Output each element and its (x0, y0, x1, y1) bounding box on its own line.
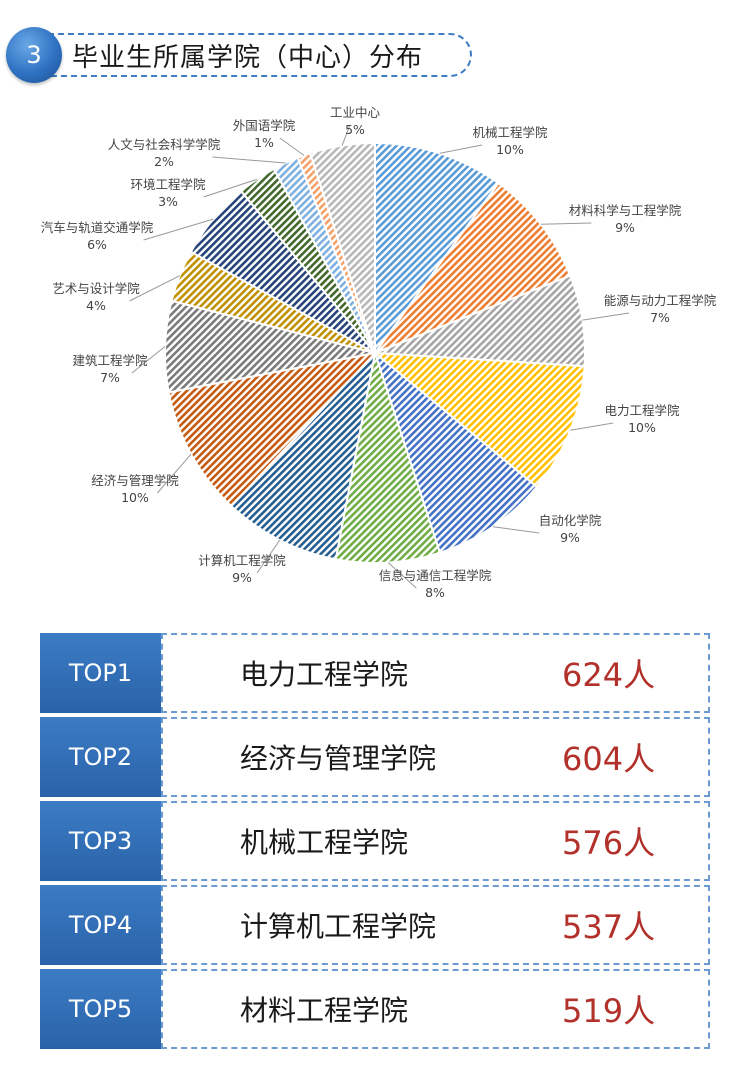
leader-line (582, 312, 630, 321)
slice-label: 机械工程学院 (472, 125, 548, 140)
pie-labels: 机械工程学院 10% 材料科学与工程学院 9% 能源与动力工程学院 7% 电力工程学院 10%… (41, 105, 717, 600)
slice-percent: 7% (650, 310, 670, 325)
slice-percent: 9% (615, 220, 635, 235)
ranking-row: TOP4 计算机工程学院 537人 (40, 885, 710, 965)
graduate-count: 624人 (562, 656, 656, 694)
ranking-row: TOP2 经济与管理学院 604人 (40, 717, 710, 797)
leader-line (279, 137, 305, 156)
rank-cell: 经济与管理学院 604人 (161, 717, 710, 797)
ranking-row: TOP3 机械工程学院 576人 (40, 801, 710, 881)
pie-leader-lines (129, 124, 630, 589)
graduate-count: 576人 (562, 824, 656, 862)
college-name: 计算机工程学院 (240, 910, 437, 943)
leader-line (439, 144, 483, 154)
slice-label: 汽车与轨道交通学院 (41, 220, 154, 235)
slice-label: 信息与通信工程学院 (379, 568, 492, 583)
rank-badge: TOP4 (40, 885, 161, 965)
slice-label: 经济与管理学院 (91, 473, 179, 488)
rank-badge: TOP3 (40, 801, 161, 881)
leader-line (387, 562, 417, 589)
leader-line (341, 124, 351, 146)
slice-percent: 3% (158, 194, 178, 209)
pie-slice (371, 351, 586, 489)
pie-slices (164, 141, 586, 564)
ranking-row: TOP5 材料工程学院 519人 (40, 969, 710, 1049)
rank-cell: 机械工程学院 576人 (161, 801, 710, 881)
section-header: 3 毕业生所属学院（中心）分布 (6, 27, 472, 83)
college-name: 材料工程学院 (240, 994, 409, 1027)
pie-slice (334, 352, 442, 564)
ranking-row: TOP1 电力工程学院 624人 (40, 633, 710, 713)
leader-line (540, 222, 592, 225)
slice-label: 外国语学院 (233, 118, 296, 133)
rank-cell: 计算机工程学院 537人 (161, 885, 710, 965)
slice-label: 建筑工程学院 (72, 353, 148, 368)
slice-percent: 9% (560, 530, 580, 545)
pie-slice (374, 141, 500, 357)
slice-percent: 5% (345, 122, 365, 137)
leader-line (212, 156, 286, 164)
graduate-count: 537人 (562, 908, 656, 946)
slice-percent: 4% (86, 298, 106, 313)
slice-percent: 10% (628, 420, 656, 435)
section-title: 毕业生所属学院（中心）分布 (72, 43, 424, 73)
header-dashed-frame (28, 33, 472, 77)
rank-badge: TOP1 (40, 633, 161, 713)
rank-cell: 电力工程学院 624人 (161, 633, 710, 713)
slice-label: 自动化学院 (539, 513, 602, 528)
slice-percent: 2% (154, 154, 174, 169)
slice-label: 环境工程学院 (130, 177, 206, 192)
rank-badge: TOP5 (40, 969, 161, 1049)
graduate-count: 519人 (562, 992, 656, 1030)
slice-label: 计算机工程学院 (198, 553, 286, 568)
pie-chart: 机械工程学院 10% 材料科学与工程学院 9% 能源与动力工程学院 7% 电力工程学院 10%… (41, 105, 717, 600)
slice-label: 电力工程学院 (604, 403, 680, 418)
graduate-count: 604人 (562, 740, 656, 778)
leader-line (570, 422, 614, 431)
slice-label: 能源与动力工程学院 (604, 293, 717, 308)
slice-percent: 10% (496, 142, 524, 157)
leader-line (129, 275, 180, 302)
slice-label: 艺术与设计学院 (52, 281, 140, 296)
slice-label: 人文与社会科学学院 (108, 137, 221, 152)
college-name: 机械工程学院 (240, 826, 409, 859)
rank-badge: TOP2 (40, 717, 161, 797)
section-number-badge: 3 (6, 27, 62, 83)
slice-percent: 1% (254, 135, 274, 150)
leader-line (256, 539, 281, 574)
leader-line (157, 453, 192, 494)
leader-line (131, 346, 166, 374)
college-name: 经济与管理学院 (240, 742, 437, 775)
leader-line (203, 178, 258, 198)
slice-percent: 8% (425, 585, 445, 600)
slice-percent: 10% (121, 490, 149, 505)
college-name: 电力工程学院 (240, 658, 409, 691)
slice-percent: 7% (100, 370, 120, 385)
rank-cell: 材料工程学院 519人 (161, 969, 710, 1049)
slice-percent: 6% (87, 237, 107, 252)
leader-line (143, 218, 214, 241)
slice-label: 材料科学与工程学院 (569, 203, 682, 218)
slice-percent: 9% (232, 570, 252, 585)
slice-label: 工业中心 (330, 105, 381, 120)
leader-line (492, 526, 540, 534)
pie-slice (167, 351, 378, 508)
